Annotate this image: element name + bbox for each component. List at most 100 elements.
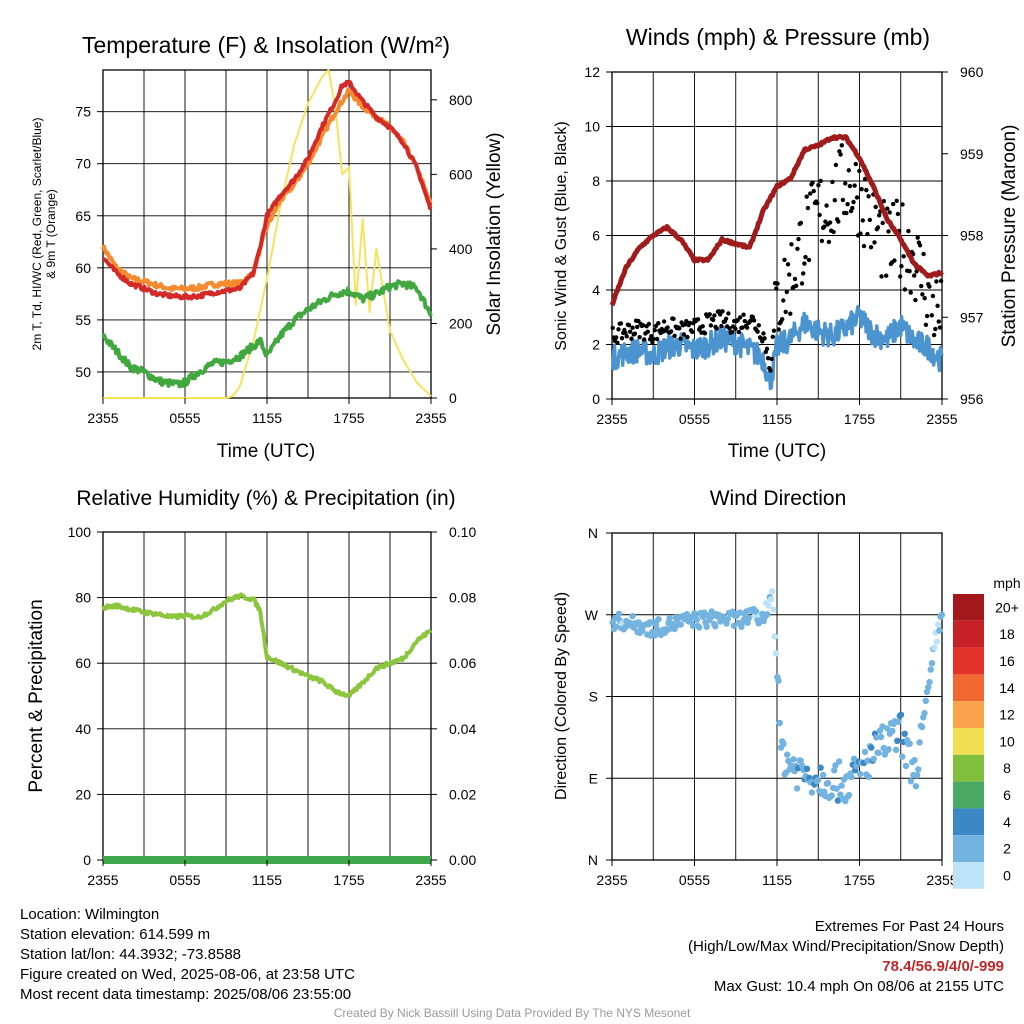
y-tick-label: 65	[75, 208, 91, 224]
gust-point	[843, 181, 848, 186]
gust-point	[708, 323, 714, 328]
gust-point	[805, 205, 811, 211]
gust-point	[656, 321, 661, 326]
y-tick-label: 0	[83, 852, 91, 868]
gust-point	[826, 239, 832, 245]
gust-point	[762, 336, 767, 341]
x-tick-label: 1155	[762, 872, 792, 888]
station-latlon: Station lat/lon: 44.3932; -73.8588	[20, 946, 242, 963]
gust-point	[714, 326, 719, 331]
gust-point	[924, 313, 930, 319]
colorbar-label: 6	[1003, 787, 1011, 803]
gust-point	[707, 312, 712, 317]
direction-point	[814, 776, 822, 784]
direction-point	[693, 616, 700, 623]
gust-point	[798, 220, 804, 226]
direction-point	[845, 791, 853, 799]
gust-point	[933, 326, 938, 332]
gust-point	[900, 202, 905, 207]
direction-point	[931, 644, 938, 651]
x-tick-label: 2355	[87, 872, 118, 888]
direction-point	[861, 748, 869, 755]
direction-point	[712, 623, 719, 630]
gust-point	[624, 334, 629, 339]
direction-point	[889, 727, 896, 735]
gust-point	[833, 162, 839, 168]
gust-point	[645, 329, 650, 334]
gust-point	[808, 191, 813, 196]
gust-point	[929, 313, 934, 318]
direction-point	[938, 611, 946, 618]
wind-direction-points	[609, 588, 946, 805]
direction-point	[677, 621, 684, 628]
gust-point	[817, 212, 822, 218]
gust-point	[851, 199, 856, 205]
gust-point	[886, 229, 891, 234]
gust-point	[719, 323, 724, 329]
direction-point	[921, 709, 928, 717]
gust-point	[727, 326, 732, 331]
gust-point	[712, 313, 717, 318]
gust-point	[935, 303, 940, 308]
gust-point	[748, 318, 753, 323]
gust-point	[614, 335, 619, 340]
y-tick-label: 70	[75, 156, 91, 172]
solar-y-label: Solar Insolation (Yellow)	[484, 132, 505, 335]
gust-point	[853, 161, 858, 167]
direction-point	[873, 734, 880, 741]
max-gust: Max Gust: 10.4 mph On 08/06 at 2155 UTC	[713, 978, 1004, 995]
gust-point	[628, 329, 633, 334]
gust-point	[840, 197, 846, 203]
gust-point	[784, 289, 789, 295]
gust-point	[761, 331, 766, 336]
gust-point	[776, 327, 781, 332]
gust-point	[850, 205, 855, 211]
colorbar-swatch	[953, 620, 984, 648]
y-tick-label: 80	[75, 590, 91, 606]
gust-point	[771, 328, 777, 333]
direction-point	[764, 611, 771, 618]
direction-point	[857, 770, 864, 778]
gust-point	[846, 168, 851, 173]
direction-point	[926, 678, 933, 686]
gust-point	[934, 279, 939, 284]
station-pressure-line	[609, 133, 944, 307]
gust-point	[816, 183, 821, 188]
x-tick-label: 0555	[169, 872, 200, 888]
direction-tick-label: N	[588, 852, 598, 868]
gust-point	[912, 273, 917, 278]
temperature-y-label-line2: & 9m T (Orange)	[44, 189, 58, 279]
x-tick-label: 1755	[844, 872, 875, 888]
gust-point	[623, 330, 628, 336]
extremes-title: Extremes For Past 24 Hours	[814, 918, 1004, 935]
gust-point	[733, 326, 738, 331]
direction-point	[911, 756, 918, 764]
y-tick-label: 12	[584, 64, 600, 80]
direction-point	[696, 624, 703, 631]
gust-point	[884, 273, 889, 278]
gust-point	[852, 183, 857, 188]
y-tick-label: 50	[75, 364, 91, 380]
gust-point	[700, 324, 705, 329]
x-tick-label: 1155	[252, 410, 282, 426]
gust-point	[764, 346, 770, 351]
gust-point	[806, 257, 812, 263]
direction-point	[772, 650, 780, 657]
gust-point	[684, 319, 689, 324]
gust-point	[788, 311, 793, 316]
direction-point	[835, 758, 843, 765]
humidity-y-label: Percent & Precipitation	[26, 599, 47, 792]
gust-point	[681, 332, 687, 337]
gust-point	[901, 254, 906, 259]
extremes-values: 78.4/56.9/4/0/-999	[882, 958, 1004, 975]
direction-point	[808, 789, 816, 796]
gust-point	[844, 210, 849, 216]
gust-point	[782, 257, 787, 262]
wind-direction-grid	[612, 533, 942, 860]
y-right-tick-label: 0.10	[449, 524, 476, 540]
y-tick-label: 75	[75, 104, 91, 120]
gust-point	[895, 211, 901, 217]
gust-point	[796, 236, 801, 242]
direction-point	[671, 625, 678, 633]
gust-point	[867, 217, 872, 223]
